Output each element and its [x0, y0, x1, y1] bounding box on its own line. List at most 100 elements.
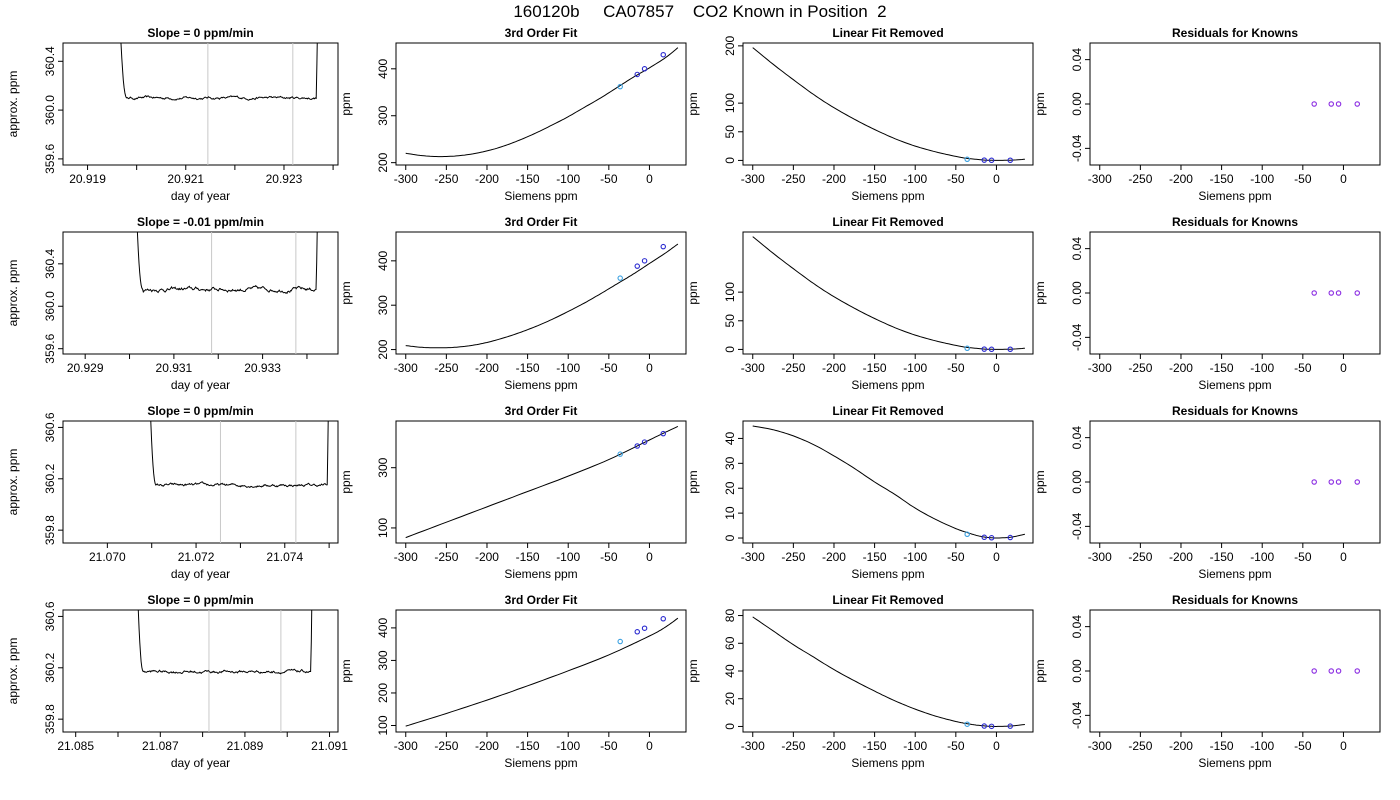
x-tick-label: -150 — [863, 739, 887, 753]
x-tick-label: -150 — [516, 550, 540, 564]
fit-curve — [405, 617, 679, 727]
y-axis-label: ppm — [339, 659, 353, 682]
y-tick-label: 40 — [723, 431, 737, 445]
fit-curve — [752, 616, 1025, 727]
y-tick-label: 200 — [376, 152, 390, 172]
y-axis-label: ppm — [686, 470, 700, 493]
y-axis-label: ppm — [339, 281, 353, 304]
x-axis-label: Siemens ppm — [504, 756, 577, 770]
data-point — [1007, 534, 1014, 541]
y-tick-label: 30 — [723, 456, 737, 470]
y-tick-label: 100 — [376, 715, 390, 735]
panel-fit-row-2: 3rd Order Fit -300 -250 -200 -150 -100 -50 0 200… — [339, 215, 687, 392]
x-tick-label: -50 — [600, 550, 618, 564]
x-tick-label: -200 — [475, 172, 499, 186]
panel-residuals-row-1: Residuals for Knowns -300 -250 -200 -150 -100… — [1033, 26, 1381, 203]
y-tick-label: 40 — [723, 664, 737, 678]
x-tick-label: -100 — [1250, 550, 1274, 564]
x-tick-label: 20.933 — [244, 361, 281, 375]
data-point — [1335, 101, 1342, 107]
x-tick-label: 0 — [1340, 172, 1347, 186]
plot-frame — [62, 420, 339, 544]
x-tick-label: 21.091 — [311, 739, 348, 753]
x-tick-label: -200 — [1169, 361, 1193, 375]
y-tick-label: 200 — [723, 36, 737, 56]
y-tick-label: 0 — [723, 157, 737, 164]
plot-frame — [62, 42, 339, 166]
x-axis-label: Siemens ppm — [1198, 378, 1271, 392]
data-point — [641, 439, 648, 445]
panel-title: 3rd Order Fit — [505, 26, 578, 40]
panel-timeseries-row-1: Slope = 0 ppm/min 20.919 20.921 20.923 359.6… — [6, 26, 339, 203]
y-tick-label: 80 — [723, 609, 737, 623]
data-point — [988, 535, 995, 541]
x-axis-label: Siemens ppm — [504, 189, 577, 203]
plot-area — [752, 425, 1025, 541]
y-axis-label: approx. ppm — [6, 71, 20, 138]
x-tick-label: -250 — [434, 739, 458, 753]
x-axis-label: Siemens ppm — [504, 567, 577, 581]
data-point — [988, 346, 995, 353]
x-axis-label: day of year — [171, 189, 230, 203]
data-point — [660, 243, 667, 250]
y-tick-label: 360.2 — [43, 463, 57, 493]
trace-line — [120, 43, 318, 101]
x-tick-label: -100 — [903, 739, 927, 753]
y-tick-label: 50 — [723, 314, 737, 328]
data-point — [981, 157, 988, 163]
y-tick-label: 0.04 — [1070, 48, 1084, 72]
y-tick-label: 300 — [376, 105, 390, 125]
x-tick-label: 20.931 — [156, 361, 193, 375]
data-point — [964, 721, 970, 727]
x-tick-label: -50 — [947, 172, 965, 186]
panel-title: 3rd Order Fit — [505, 404, 578, 418]
plot-area — [1311, 479, 1361, 485]
x-tick-label: -300 — [1088, 172, 1112, 186]
data-point — [1007, 346, 1014, 352]
data-point — [1311, 479, 1317, 485]
plot-area — [752, 236, 1025, 353]
x-tick-label: -300 — [394, 739, 418, 753]
y-tick-label: 200 — [376, 683, 390, 703]
fit-curve — [405, 47, 679, 158]
x-tick-label: -200 — [822, 550, 846, 564]
data-point — [964, 531, 970, 538]
panel-title: Residuals for Knowns — [1172, 404, 1298, 418]
y-tick-label: 359.8 — [43, 515, 57, 545]
panel-title: Slope = -0.01 ppm/min — [137, 215, 264, 229]
y-tick-label: 360.4 — [43, 46, 57, 76]
y-axis-label: ppm — [1033, 281, 1047, 304]
x-tick-label: 0 — [993, 550, 1000, 564]
x-tick-label: -200 — [475, 739, 499, 753]
x-tick-label: -300 — [394, 550, 418, 564]
y-tick-label: 359.6 — [43, 333, 57, 363]
y-tick-label: 60 — [723, 636, 737, 650]
data-point — [641, 258, 648, 264]
data-point — [981, 723, 988, 729]
y-tick-label: 0.04 — [1070, 237, 1084, 261]
x-tick-label: 20.919 — [69, 172, 106, 186]
panel-title: Residuals for Knowns — [1172, 593, 1298, 607]
x-tick-label: -50 — [947, 361, 965, 375]
plot-area — [752, 47, 1025, 164]
plot-frame — [742, 609, 1034, 733]
panel-residuals-row-2: Residuals for Knowns -300 -250 -200 -150 -100… — [1033, 215, 1381, 392]
plot-frame — [62, 609, 339, 733]
x-tick-label: -200 — [475, 361, 499, 375]
x-tick-label: -200 — [822, 172, 846, 186]
panel-residuals-row-4: Residuals for Knowns -300 -250 -200 -150 -100… — [1033, 593, 1381, 770]
x-tick-label: -300 — [1088, 361, 1112, 375]
y-tick-label: 360.4 — [43, 248, 57, 278]
x-tick-label: -150 — [863, 361, 887, 375]
data-point — [1354, 479, 1361, 485]
x-tick-label: -100 — [903, 550, 927, 564]
x-tick-label: -50 — [600, 361, 618, 375]
panel-title: Linear Fit Removed — [832, 26, 943, 40]
y-tick-label: 360.0 — [43, 291, 57, 321]
y-tick-label: 360.0 — [43, 95, 57, 125]
y-axis-label: approx. ppm — [6, 449, 20, 516]
y-tick-label: 0 — [723, 346, 737, 353]
data-point — [634, 443, 641, 449]
x-tick-label: -250 — [1128, 172, 1152, 186]
data-point — [617, 638, 623, 645]
